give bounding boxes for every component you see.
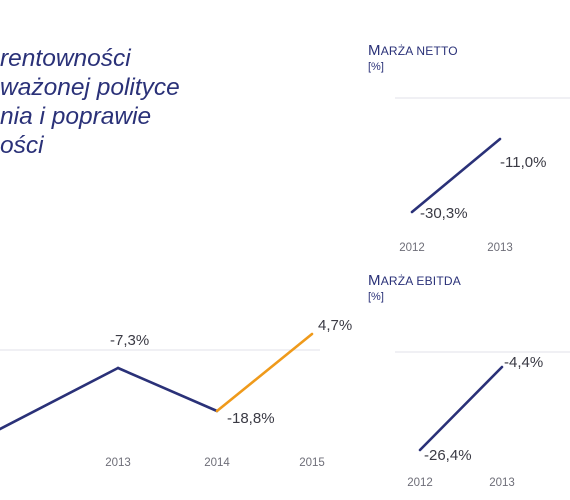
left-segment-1	[0, 366, 120, 431]
left-data-label-2: -7,3%	[110, 332, 149, 349]
netto-data-label-2: -11,0%	[500, 154, 546, 171]
ebitda-title-rest: ARŻA EBITDA	[380, 274, 461, 288]
left-segment-3	[215, 332, 314, 413]
left-data-label-4: 4,7%	[318, 317, 352, 334]
netto-title-cap: M	[368, 42, 381, 59]
netto-segment-1	[410, 137, 502, 214]
netto-tick-2013: 2013	[487, 242, 513, 254]
netto-unit: [%]	[368, 61, 384, 73]
netto-data-label-1: -30,3%	[420, 205, 468, 222]
headline: rentowności ważonej polityce nia i popra…	[0, 44, 300, 160]
ebitda-tick-2013: 2013	[489, 477, 515, 489]
ebitda-data-label-1: -26,4%	[424, 447, 472, 464]
left-tick-2013: 2013	[105, 457, 131, 469]
netto-tick-2012: 2012	[399, 242, 425, 254]
ebitda-unit: [%]	[368, 291, 384, 303]
ebitda-title: MARŻA EBITDA	[368, 272, 461, 289]
headline-line-1: rentowności	[0, 45, 131, 72]
left-segment-2	[116, 366, 219, 413]
ebitda-segment-1	[418, 365, 504, 452]
left-tick-2014: 2014	[204, 457, 230, 469]
headline-line-2: ważonej polityce	[0, 74, 180, 101]
ebitda-tick-2012: 2012	[407, 477, 433, 489]
netto-title-rest: ARŻA NETTO	[380, 44, 458, 58]
ebitda-title-cap: M	[368, 272, 381, 289]
headline-line-3: nia i poprawie	[0, 103, 152, 130]
left-tick-2015: 2015	[299, 457, 325, 469]
left-data-label-3: -18,8%	[227, 410, 275, 427]
headline-line-4: ości	[0, 132, 44, 159]
ebitda-data-label-2: -4,4%	[504, 354, 543, 371]
netto-title: MARŻA NETTO	[368, 42, 458, 59]
